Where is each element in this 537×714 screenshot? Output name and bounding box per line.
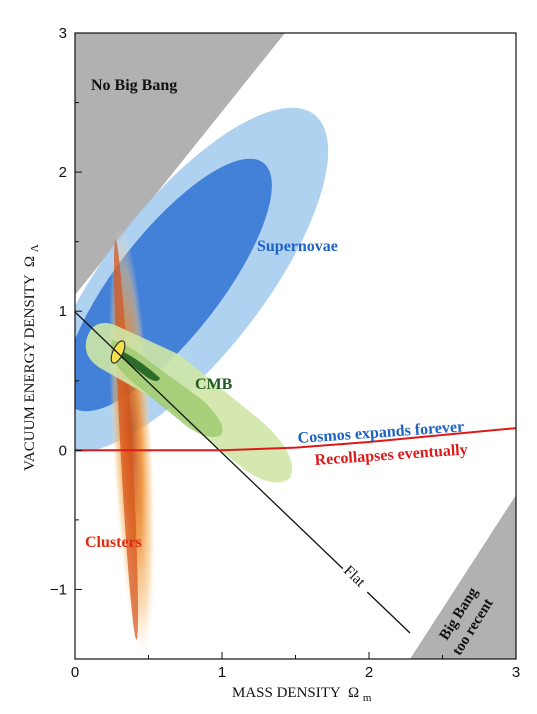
x-axis: 0 1 2 3 (71, 652, 520, 681)
y-tick-label: 1 (59, 303, 67, 320)
x-tick-label: 2 (365, 664, 373, 681)
recollapse-boundary-line (75, 427, 516, 452)
y-axis-title: VACUUM ENERGY DENSITY Ω Λ (22, 244, 41, 471)
y-tick-label: 3 (59, 25, 67, 42)
x-tick-label: 1 (218, 664, 226, 681)
supernovae-label: Supernovae (257, 238, 338, 255)
x-axis-title: MASS DENSITY Ω m (232, 685, 372, 704)
y-axis: −1 0 1 2 3 (50, 25, 82, 598)
cmb-core (117, 350, 160, 381)
combined-constraint (110, 340, 126, 364)
clusters-label: Clusters (85, 534, 142, 551)
big-bang-too-recent-region (410, 495, 516, 659)
cmb-contours (85, 322, 292, 483)
y-tick-label: −1 (50, 581, 67, 598)
cmb-label: CMB (195, 376, 233, 393)
y-tick-label: 2 (59, 164, 67, 181)
x-tick-label: 3 (512, 664, 520, 681)
y-tick-label: 0 (59, 442, 67, 459)
no-big-bang-label: No Big Bang (91, 77, 177, 94)
x-tick-label: 0 (71, 664, 79, 681)
